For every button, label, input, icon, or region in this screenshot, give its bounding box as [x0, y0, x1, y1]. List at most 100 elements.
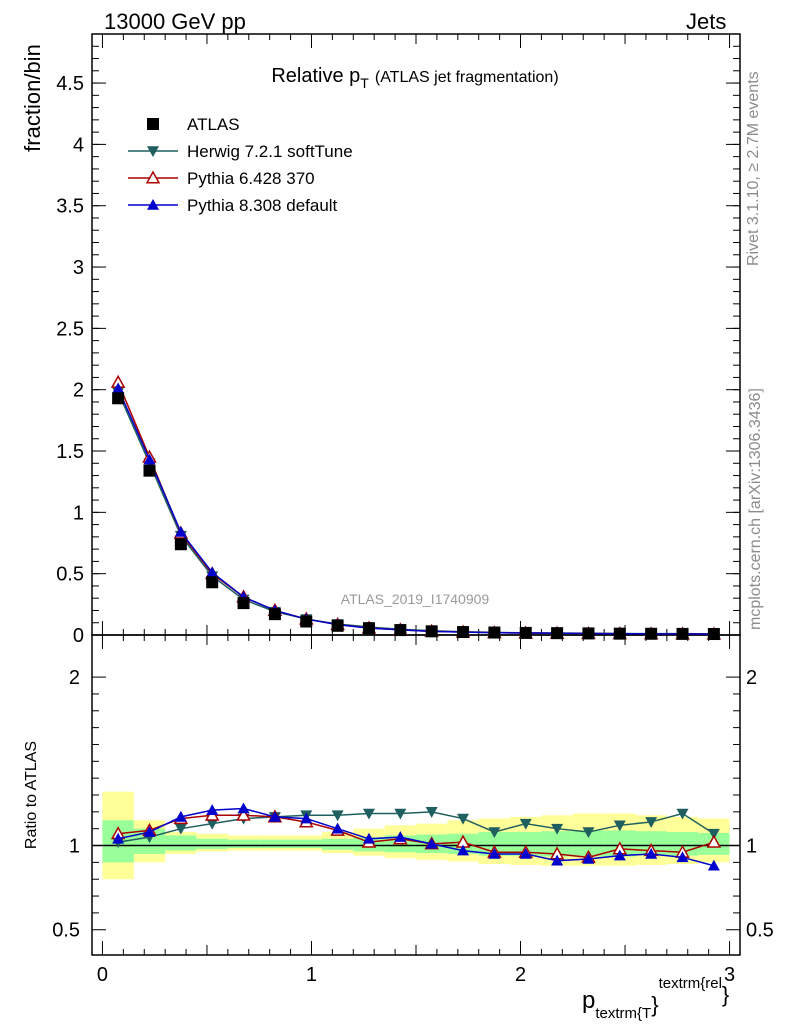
- ratio-series: [110, 802, 722, 871]
- ratio-point-herwig: [206, 818, 219, 830]
- ratio-point-pythia8: [457, 844, 470, 856]
- legend-marker-pythia8: [147, 199, 159, 210]
- y-tick-label: 3.5: [56, 196, 84, 218]
- x-axis-label: ptextrm{T}textrm{rel}: [582, 975, 729, 1022]
- uncertainty-band-green: [290, 839, 322, 849]
- point-data: [143, 464, 156, 477]
- ratio-point-pythia8: [425, 837, 438, 849]
- ratio-point-herwig: [457, 813, 470, 825]
- analysis-watermark: ATLAS_2019_I1740909: [341, 591, 490, 607]
- header-right: Jets: [686, 9, 727, 34]
- point-data: [300, 615, 313, 628]
- ratio-y-tick-label-right: 1: [746, 836, 757, 858]
- ratio-point-herwig: [707, 828, 720, 840]
- axis-ticks: 0 0.5 1 1.5 2 2.5 3 3.5 4 4.5 0.5 0.5 1 1 2 2 0 1 2 3: [52, 33, 774, 986]
- x-tick-label: 3: [724, 964, 735, 986]
- ratio-y-tick-label: 2: [69, 667, 80, 689]
- ratio-point-pythia8: [268, 810, 281, 822]
- ratio-point-pythia8: [676, 851, 689, 863]
- ratio-point-pythia8: [174, 810, 187, 822]
- side-label-rivet: Rivet 3.1.10, ≥ 2.7M events: [745, 71, 762, 266]
- point-pythia8: [174, 525, 187, 537]
- point-data: [551, 627, 564, 640]
- y-axis-label-main: fraction/bin: [20, 44, 45, 152]
- ratio-point-pythia8: [613, 849, 626, 861]
- y-tick-label: 3: [73, 257, 84, 279]
- ratio-point-pythia8: [362, 832, 375, 844]
- y-tick-label: 1: [73, 502, 84, 524]
- main-title: Relative pT (ATLAS jet fragmentation): [271, 65, 558, 91]
- ratio-panel-border: [91, 634, 741, 956]
- ratio-y-tick-label: 1: [69, 836, 80, 858]
- ratio-point-pythia8: [519, 847, 532, 859]
- point-data: [174, 538, 187, 551]
- ratio-point-herwig: [488, 827, 501, 839]
- ratio-point-pythia8: [394, 831, 407, 842]
- point-pythia8: [206, 566, 219, 578]
- legend-label-herwig: Herwig 7.2.1 softTune: [187, 142, 353, 161]
- point-data: [394, 624, 407, 637]
- ratio-point-pythia8: [645, 847, 658, 859]
- y-tick-label: 2.5: [56, 318, 84, 340]
- x-tick-label: 2: [515, 964, 526, 986]
- legend-marker-pythia6: [145, 170, 161, 184]
- y-tick-label: 0: [73, 625, 84, 647]
- uncertainty-band-green: [321, 838, 354, 850]
- legend-marker-data: [147, 118, 159, 130]
- legend-label-data: ATLAS: [187, 115, 240, 134]
- y-tick-label: 4: [73, 134, 84, 156]
- point-data: [362, 622, 375, 635]
- point-data: [425, 625, 438, 638]
- ratio-line-herwig: [118, 811, 715, 843]
- ratio-point-pythia6: [706, 834, 722, 848]
- point-data: [613, 627, 626, 640]
- legend: ATLAS Herwig 7.2.1 softTune Pythia 6.428 3…: [128, 115, 353, 215]
- y-tick-label: 2: [73, 380, 84, 402]
- ratio-point-herwig: [362, 808, 375, 820]
- ratio-point-pythia8: [707, 859, 720, 871]
- header-left: 13000 GeV pp: [104, 9, 246, 34]
- uncertainty-band-green: [259, 839, 291, 849]
- side-label-mcplots: mcplots.cern.ch [arXiv:1306.3436]: [747, 388, 764, 630]
- ratio-point-pythia8: [300, 812, 313, 824]
- y-tick-label: 0.5: [56, 564, 84, 586]
- ratio-line-pythia6: [118, 814, 715, 859]
- ratio-point-pythia8: [237, 802, 250, 814]
- point-data: [707, 628, 720, 641]
- ratio-point-herwig: [519, 818, 532, 830]
- ratio-line-pythia8: [117, 807, 715, 867]
- ratio-point-herwig: [394, 808, 407, 820]
- ratio-point-pythia8: [143, 826, 156, 837]
- point-data: [676, 627, 689, 640]
- legend-label-pythia8: Pythia 8.308 default: [187, 196, 338, 215]
- ratio-y-tick-label-right: 2: [746, 667, 757, 689]
- ratio-bands: [92, 791, 740, 880]
- ratio-frame: [91, 634, 741, 956]
- legend-marker-herwig: [147, 146, 159, 157]
- point-data: [237, 597, 250, 610]
- x-tick-label: 0: [97, 964, 108, 986]
- y-axis-label-ratio: Ratio to ATLAS: [23, 741, 40, 849]
- ratio-point-pythia8: [331, 822, 344, 834]
- ratio-y-tick-label: 0.5: [52, 920, 80, 942]
- point-pythia8: [143, 453, 156, 465]
- point-data: [582, 627, 595, 640]
- ratio-point-herwig: [551, 823, 564, 835]
- ratio-point-herwig: [582, 827, 595, 839]
- main-series: [110, 374, 722, 641]
- ratio-point-herwig: [331, 810, 344, 822]
- ratio-point-pythia8: [112, 832, 125, 844]
- x-tick-label: 1: [306, 964, 317, 986]
- point-data: [488, 626, 501, 639]
- point-data: [645, 627, 658, 640]
- uncertainty-band-green: [196, 838, 228, 849]
- point-data: [268, 608, 281, 621]
- ratio-point-pythia8: [488, 847, 501, 859]
- ratio-point-pythia8: [551, 854, 564, 866]
- ratio-point-herwig: [676, 808, 689, 820]
- ratio-point-pythia6: [236, 807, 251, 821]
- point-data: [519, 626, 532, 639]
- y-tick-label: 4.5: [56, 73, 84, 95]
- point-data: [206, 576, 219, 589]
